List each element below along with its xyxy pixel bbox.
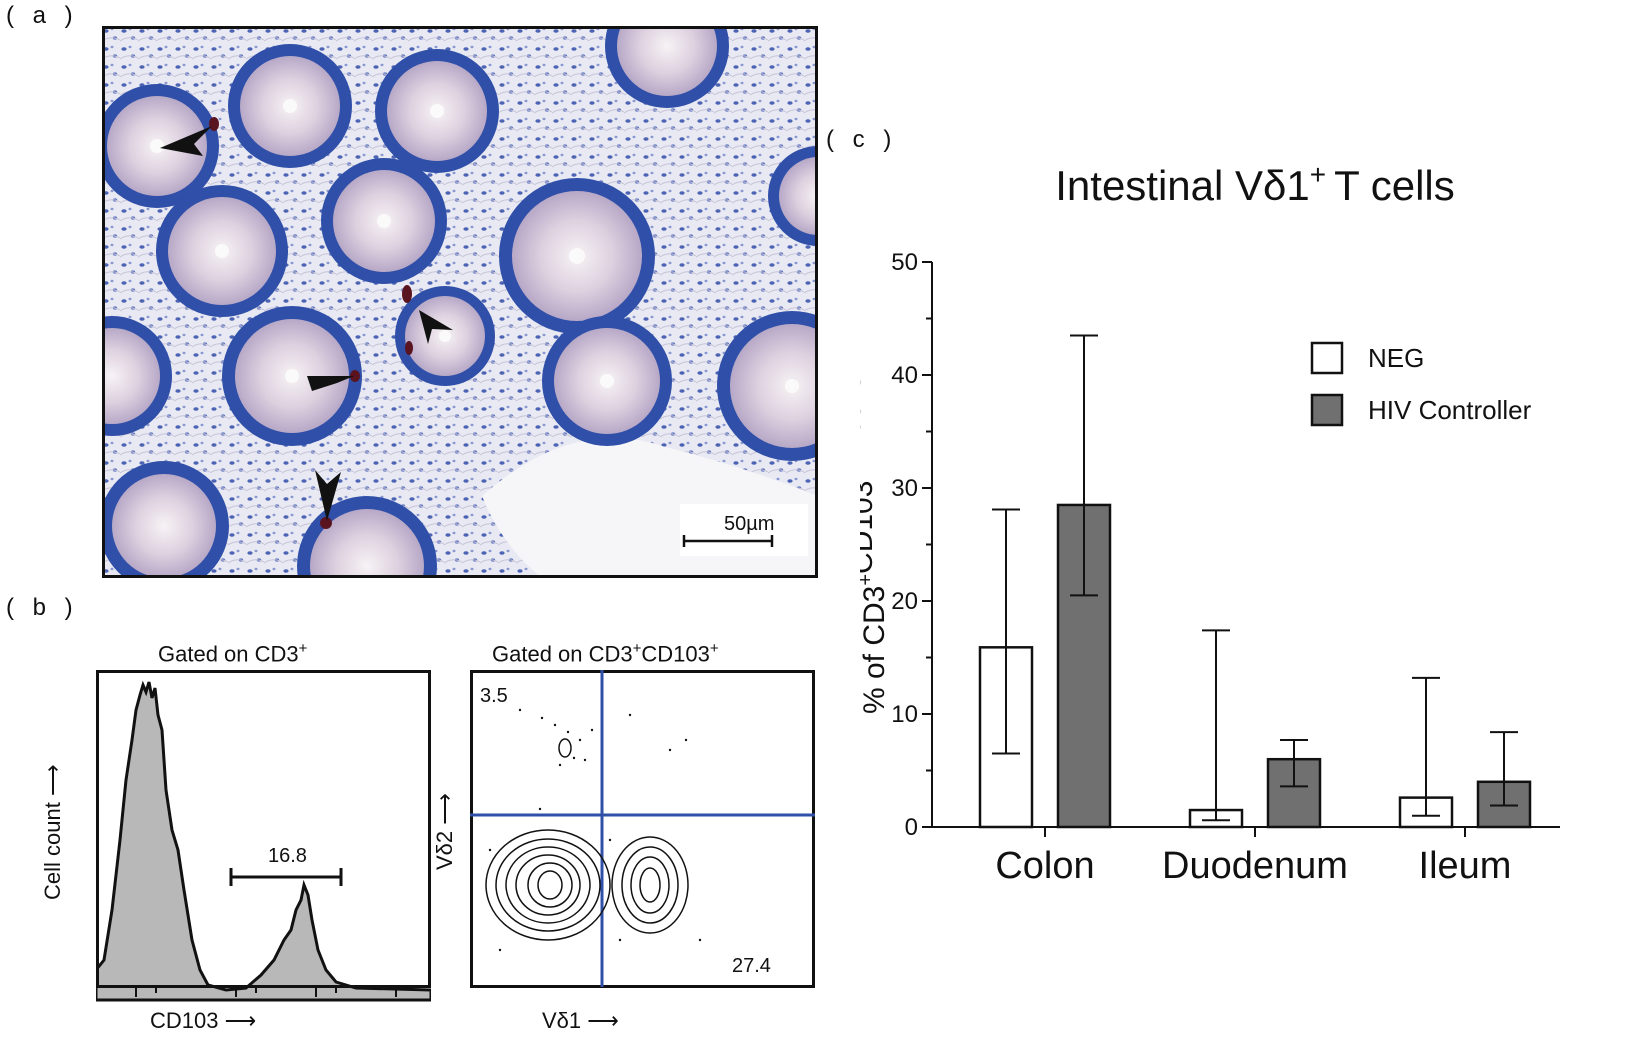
scatter-dots bbox=[488, 708, 702, 952]
chart-ticks: 0 10 20 30 40 50 Colon Duodenum Ileum bbox=[891, 249, 1511, 887]
x-tick-label-colon: Colon bbox=[995, 845, 1094, 887]
scale-bar-label: 50µm bbox=[724, 513, 774, 535]
legend-swatch-hiv-controller bbox=[1310, 393, 1344, 427]
y-tick-label: 20 bbox=[891, 588, 918, 615]
legend-label-hiv-controller: HIV Controller bbox=[1368, 395, 1532, 425]
y-axis-label: % of CD3+CD103+ T cells bbox=[860, 375, 891, 714]
y-tick-label: 50 bbox=[891, 249, 918, 276]
histogram-curve bbox=[96, 680, 431, 1002]
contour-upper-left bbox=[558, 738, 572, 758]
y-tick-label: 40 bbox=[891, 362, 918, 389]
chart-bars bbox=[978, 334, 1532, 829]
chart-title: Intestinal Vδ1+ T cells bbox=[1055, 159, 1454, 209]
legend-label-neg: NEG bbox=[1368, 343, 1424, 373]
histogram-y-label: Cell count ⟶ bbox=[40, 764, 65, 900]
histogram-x-ticks bbox=[135, 987, 397, 997]
y-tick-label: 10 bbox=[891, 701, 918, 728]
y-tick-label: 0 bbox=[905, 814, 918, 841]
histogram-title: Gated on CD3+ bbox=[158, 640, 308, 667]
lower-right-quadrant-value: 27.4 bbox=[732, 955, 771, 977]
bar-hiv-controller-colon bbox=[1056, 503, 1112, 829]
gate-bar bbox=[229, 868, 343, 886]
cd103-histogram: 16.8 bbox=[96, 670, 431, 1002]
panel-a-label: ( a ) bbox=[6, 2, 79, 29]
bar-chart: Intestinal Vδ1+ T cells 0 10 20 30 40 50 Colon D… bbox=[860, 159, 1560, 887]
panel-b-label: ( b ) bbox=[6, 594, 79, 621]
histology-micrograph: 50µm bbox=[102, 26, 818, 578]
contour-title: Gated on CD3+CD103+ bbox=[492, 640, 719, 667]
legend-swatch-neg bbox=[1310, 341, 1344, 375]
contour-y-label: Vδ2 ⟶ bbox=[432, 793, 457, 870]
x-tick-label-ileum: Ileum bbox=[1419, 845, 1512, 887]
chart-legend: NEG HIV Controller bbox=[1310, 341, 1532, 427]
panel-c-label: ( c ) bbox=[826, 126, 898, 153]
vd1-vd2-contour-plot: 3.5 27.4 bbox=[470, 670, 815, 988]
histogram-x-label: CD103 ⟶ bbox=[150, 1008, 257, 1033]
gate-value: 16.8 bbox=[268, 845, 307, 867]
stained-cells bbox=[209, 117, 413, 529]
scale-bar bbox=[682, 535, 774, 547]
upper-left-quadrant-value: 3.5 bbox=[480, 685, 508, 707]
y-tick-label: 30 bbox=[891, 475, 918, 502]
x-tick-label-duodenum: Duodenum bbox=[1162, 845, 1348, 887]
contour-lower-left bbox=[485, 829, 611, 941]
arrowhead-markers bbox=[160, 126, 453, 521]
crypt-structures bbox=[102, 26, 818, 578]
contour-x-label: Vδ1 ⟶ bbox=[542, 1008, 619, 1033]
contour-lower-right bbox=[611, 836, 689, 934]
